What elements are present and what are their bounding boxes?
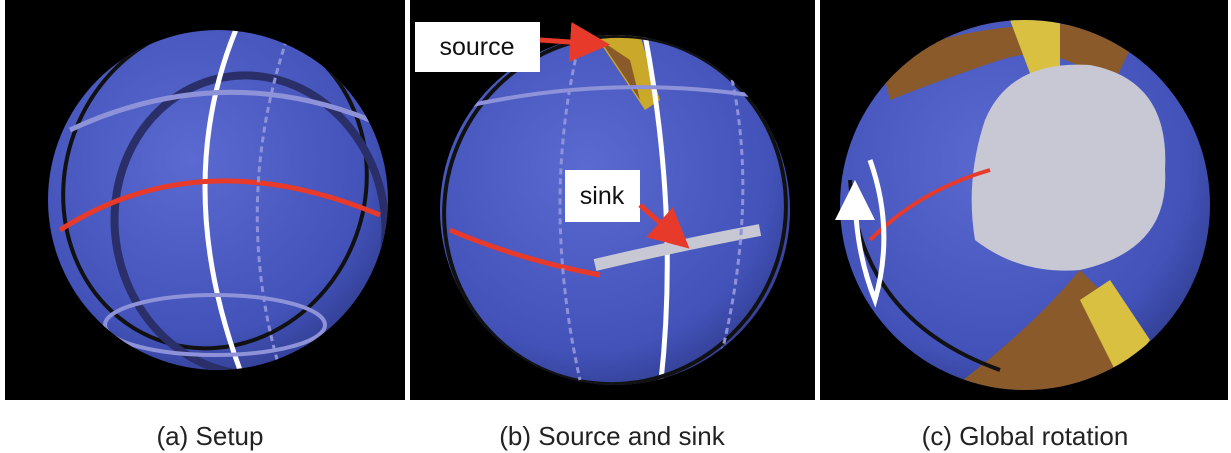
caption: (c) Global rotation <box>922 421 1129 451</box>
figure: source sink (a) Setup (b) Source and sin… <box>0 0 1231 453</box>
source-label: source <box>439 33 514 61</box>
caption: (a) Setup <box>157 421 264 451</box>
page: {"labels": {"source": "source", "sink": … <box>0 0 1231 453</box>
caption: (b) Source and sink <box>499 421 725 451</box>
sink-label: sink <box>580 182 625 210</box>
